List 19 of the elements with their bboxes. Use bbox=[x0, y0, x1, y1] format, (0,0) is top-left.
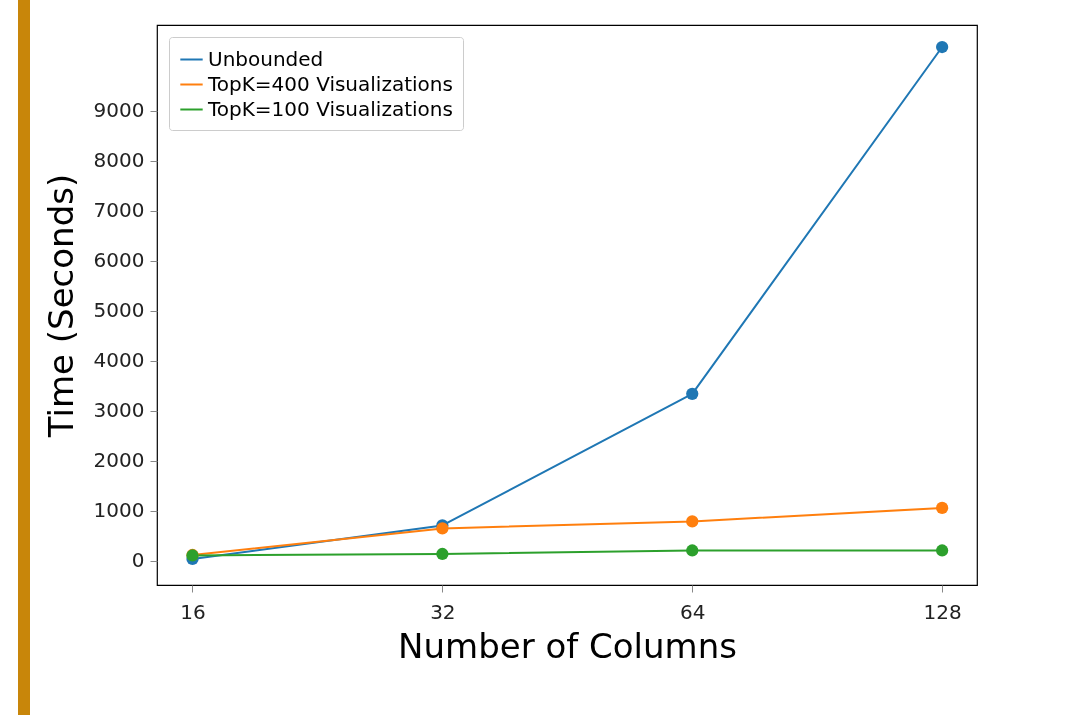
legend-label: TopK=100 Visualizations bbox=[207, 96, 453, 121]
y-tick-label: 8000 bbox=[93, 148, 145, 173]
y-tick-label: 7000 bbox=[93, 198, 145, 223]
legend-label: TopK=400 Visualizations bbox=[207, 71, 453, 96]
y-tick-label: 6000 bbox=[93, 248, 145, 273]
y-tick-label: 2000 bbox=[93, 448, 145, 473]
y-tick-label: 9000 bbox=[93, 98, 145, 123]
x-tick-label: 64 bbox=[680, 599, 706, 624]
legend-label: Unbounded bbox=[208, 46, 324, 71]
y-tick-label: 0 bbox=[131, 548, 145, 573]
y-tick-label: 5000 bbox=[93, 298, 145, 323]
y-axis-title: Time (Seconds) bbox=[40, 173, 81, 439]
y-tick-label: 4000 bbox=[93, 348, 145, 373]
x-tick-label: 32 bbox=[430, 599, 456, 624]
x-tick-label: 16 bbox=[180, 599, 206, 624]
x-tick-label: 128 bbox=[923, 599, 962, 624]
y-tick-label: 1000 bbox=[93, 498, 145, 523]
x-axis-title: Number of Columns bbox=[398, 625, 737, 666]
y-tick-label: 3000 bbox=[93, 398, 145, 423]
